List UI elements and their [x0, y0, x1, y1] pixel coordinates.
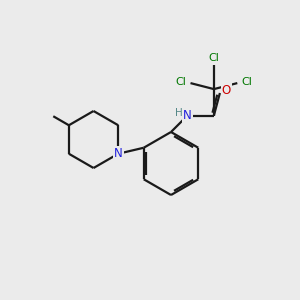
Text: N: N: [114, 147, 123, 160]
Text: N: N: [183, 109, 192, 122]
Text: H: H: [175, 108, 183, 118]
Text: Cl: Cl: [208, 52, 219, 63]
Text: Cl: Cl: [242, 76, 252, 87]
Text: O: O: [222, 83, 231, 97]
Text: Cl: Cl: [176, 76, 186, 87]
